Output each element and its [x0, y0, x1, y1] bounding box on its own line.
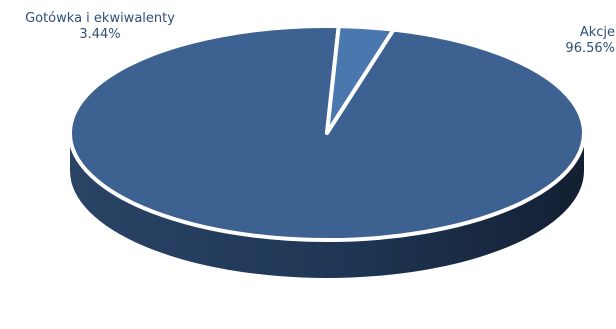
- slice-name-cash: Gotówka i ekwiwalenty: [25, 11, 175, 26]
- slice-label-cash: Gotówka i ekwiwalenty 3.44%: [0, 11, 200, 43]
- slice-percent-cash: 3.44%: [79, 27, 121, 42]
- slice-label-stocks: Akcje 96.56%: [565, 25, 615, 57]
- pie-rim-highlight: [68, 132, 586, 242]
- pie-side-wall: [70, 133, 584, 278]
- pie-side-surface: [70, 133, 584, 278]
- slice-name-stocks: Akcje: [579, 25, 615, 40]
- pie-top-face: [68, 24, 586, 242]
- slice-percent-stocks: 96.56%: [565, 41, 615, 56]
- pie-slice-cash: [325, 24, 396, 135]
